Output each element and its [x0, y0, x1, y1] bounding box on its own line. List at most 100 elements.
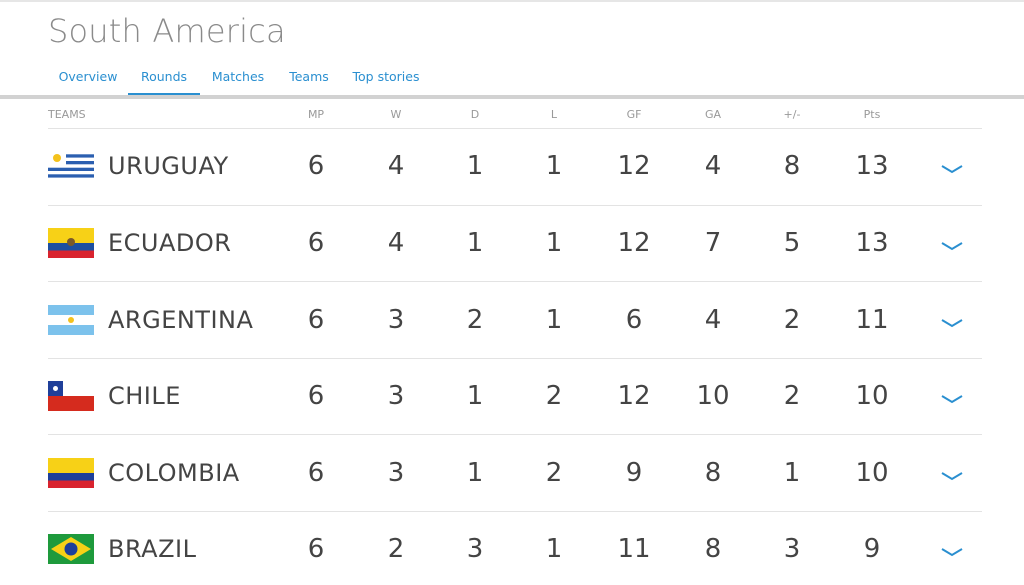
active-tab-indicator	[128, 93, 200, 96]
stat-cell: 1	[545, 151, 563, 182]
stat-cell: 13	[855, 151, 889, 182]
chevron-icon	[941, 395, 963, 404]
team-flag	[48, 381, 94, 412]
stat-cell: 6	[625, 304, 643, 335]
stat-cell: 6	[307, 304, 325, 335]
stat-cell: 10	[696, 381, 730, 412]
stat-cell: 11	[617, 534, 651, 565]
stat-cell: 8	[783, 151, 801, 182]
stat-cell: 1	[466, 381, 484, 412]
team-flag	[48, 304, 94, 335]
stat-cell: 2	[783, 304, 801, 335]
team-flag	[48, 534, 94, 565]
team-flag	[48, 457, 94, 488]
chevron-icon	[941, 165, 963, 174]
column-header: GA	[704, 108, 722, 121]
row-divider	[48, 434, 982, 436]
flag-graphic	[48, 381, 94, 412]
stat-cell: 6	[307, 381, 325, 412]
stat-cell: 3	[466, 534, 484, 565]
stat-cell: 4	[704, 304, 722, 335]
team-name: URUGUAY	[108, 152, 229, 181]
stat-cell: 2	[545, 381, 563, 412]
team-name: ARGENTINA	[108, 305, 254, 334]
column-header: Pts	[863, 108, 881, 121]
row-divider	[48, 204, 982, 206]
team-name: BRAZIL	[108, 535, 197, 564]
nav-tab[interactable]: Teams	[289, 69, 329, 84]
stat-cell: 4	[387, 227, 405, 258]
team-flag	[48, 151, 94, 182]
row-divider	[48, 511, 982, 512]
stat-cell: 6	[307, 151, 325, 182]
stat-cell: 1	[466, 457, 484, 488]
stat-cell: 3	[387, 381, 405, 412]
stat-cell: 9	[863, 534, 881, 565]
stat-cell: 6	[307, 534, 325, 565]
stat-cell: 1	[466, 151, 484, 182]
top-border	[0, 0, 1024, 2]
flag-graphic	[48, 304, 94, 335]
flag-graphic	[48, 151, 94, 182]
chevron-icon	[941, 471, 963, 480]
column-header: MP	[307, 108, 325, 121]
column-header: D	[470, 108, 480, 121]
stat-cell: 3	[387, 304, 405, 335]
stat-cell: 1	[545, 534, 563, 565]
chevron-icon	[941, 242, 963, 251]
stat-cell: 10	[855, 457, 889, 488]
stat-cell: 11	[855, 304, 889, 335]
team-name: CHILE	[108, 382, 181, 411]
nav-tab[interactable]: Rounds	[140, 69, 188, 84]
team-flag	[48, 227, 94, 258]
stat-cell: 4	[704, 151, 722, 182]
column-header: GF	[626, 108, 642, 121]
flag-graphic	[48, 227, 94, 258]
column-header: W	[390, 108, 402, 121]
page-title: South America	[48, 12, 286, 50]
stat-cell: 5	[783, 227, 801, 258]
chevron-icon	[941, 318, 963, 327]
nav-tab[interactable]: Matches	[211, 69, 265, 84]
expand-row-button[interactable]	[940, 543, 964, 557]
column-header: +/-	[783, 108, 801, 121]
expand-row-button[interactable]	[940, 314, 964, 327]
column-header: TEAMS	[48, 108, 86, 121]
stat-cell: 9	[625, 457, 643, 488]
nav-tab[interactable]: Top stories	[352, 69, 420, 84]
header-rule	[0, 95, 1024, 99]
stat-cell: 12	[617, 227, 651, 258]
row-divider	[48, 128, 982, 129]
chevron-icon	[941, 548, 963, 557]
nav-tab[interactable]: Overview	[58, 69, 118, 84]
stat-cell: 13	[855, 227, 889, 258]
stat-cell: 2	[387, 534, 405, 565]
team-name: ECUADOR	[108, 228, 232, 257]
stat-cell: 1	[545, 304, 563, 335]
stat-cell: 10	[855, 381, 889, 412]
stat-cell: 6	[307, 227, 325, 258]
flag-graphic	[48, 457, 94, 488]
flag-graphic	[48, 534, 94, 565]
expand-row-button[interactable]	[940, 237, 964, 251]
row-divider	[48, 281, 982, 283]
stat-cell: 12	[617, 151, 651, 182]
stat-cell: 1	[545, 227, 563, 258]
column-header: L	[550, 108, 558, 121]
stat-cell: 1	[783, 457, 801, 488]
row-divider	[48, 357, 982, 359]
stat-cell: 8	[704, 534, 722, 565]
stat-cell: 8	[704, 457, 722, 488]
expand-row-button[interactable]	[940, 160, 964, 174]
stat-cell: 7	[704, 227, 722, 258]
stat-cell: 3	[387, 457, 405, 488]
expand-row-button[interactable]	[940, 467, 964, 480]
stat-cell: 2	[545, 457, 563, 488]
stat-cell: 4	[387, 151, 405, 182]
stat-cell: 12	[617, 381, 651, 412]
team-name: COLOMBIA	[108, 458, 240, 487]
expand-row-button[interactable]	[940, 390, 964, 404]
stat-cell: 1	[466, 227, 484, 258]
stat-cell: 6	[307, 457, 325, 488]
